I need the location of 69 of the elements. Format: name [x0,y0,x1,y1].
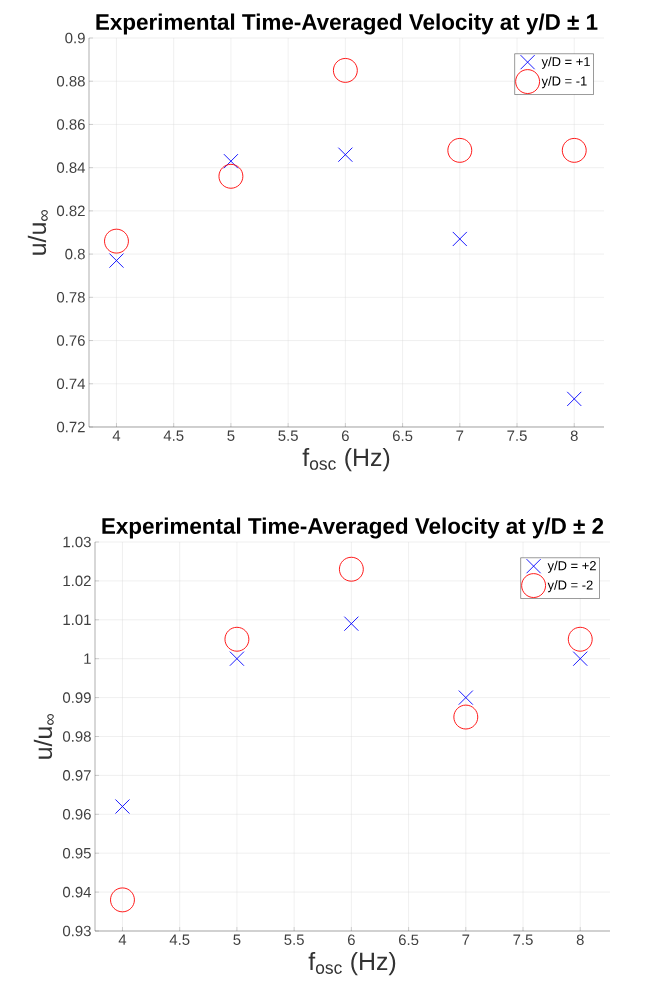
legend-label: y/D = +1 [541,56,590,69]
y-tick-label: 0.96 [62,809,91,820]
x-tick-label: 8 [576,934,584,946]
x-tick-label: 6 [341,430,349,442]
point [337,147,353,163]
y-tick-label: 0.93 [62,925,91,937]
x-tick-label: 5.5 [284,934,304,945]
point [224,626,250,652]
point [223,153,239,169]
x-tick-label: 6 [347,934,355,946]
y-tick-label: 0.98 [62,731,91,742]
x-tick-label: 5.5 [278,430,298,441]
y-tick-label: 0.82 [56,205,85,217]
y-tick-label: 1.01 [63,614,91,626]
point [458,690,474,706]
y-tick-label: 0.86 [56,119,85,130]
y-axis-title: u/u$_{∞}$ [33,713,54,759]
point [453,704,479,730]
y-tick-label: 0.78 [56,292,85,303]
y-axis-title: u/u$_{∞}$ [27,209,48,255]
x-tick-label: 8 [570,430,578,442]
y-tick-label: 0.97 [62,770,91,781]
y-tick-label: 0.84 [56,162,86,173]
y-tick-label: 0.99 [62,692,91,703]
point [566,391,582,407]
legend-label: y/D = -1 [541,76,587,89]
y-tick-label: 0.95 [62,847,91,859]
x-tick-label: 7 [456,430,464,441]
x-tick-label: 6.5 [398,934,419,946]
y-tick-label: 0.94 [62,886,92,898]
x-tick-label: 6.5 [392,430,413,442]
point [332,58,358,83]
point [567,626,593,652]
y-tick-label: 0.74 [56,378,86,390]
y-tick-label: 0.9 [65,32,85,44]
chart-title: Experimental Time-Averaged Velocity at y/D ± 2 [102,517,604,539]
y-tick-label: 1.02 [63,575,91,587]
y-tick-label: 0.72 [56,421,85,433]
x-tick-label: 4.5 [169,934,190,945]
point [114,799,130,815]
x-tick-label: 4 [118,934,127,945]
x-tick-label: 7.5 [507,430,527,441]
x-tick-label: 5 [233,934,241,945]
point [104,228,129,254]
legend-label: y/D = +2 [547,560,596,573]
point [110,887,135,913]
point [447,137,473,163]
y-tick-label: 0.8 [65,248,85,260]
point [572,651,588,667]
y-tick-label: 0.76 [56,335,85,346]
point [229,651,245,667]
x-tick-label: 5 [227,430,235,441]
x-axis-title: f$_{osc}$ (Hz) [308,951,396,976]
x-tick-label: 7 [462,934,470,945]
point [343,616,359,632]
x-tick-label: 4.5 [163,430,184,441]
point [338,556,364,582]
point [452,231,468,247]
y-tick-label: 1 [84,653,91,664]
legend-label: y/D = -2 [547,580,593,593]
point [108,253,124,269]
y-tick-label: 0.88 [56,75,85,87]
x-axis-title: f$_{osc}$ (Hz) [302,447,390,472]
point [561,137,587,163]
chart-title: Experimental Time-Averaged Velocity at y/D ± 1 [96,13,598,35]
x-tick-label: 7.5 [513,934,533,945]
y-tick-label: 1.03 [63,536,91,548]
x-tick-label: 4 [112,430,121,441]
point [218,163,244,189]
